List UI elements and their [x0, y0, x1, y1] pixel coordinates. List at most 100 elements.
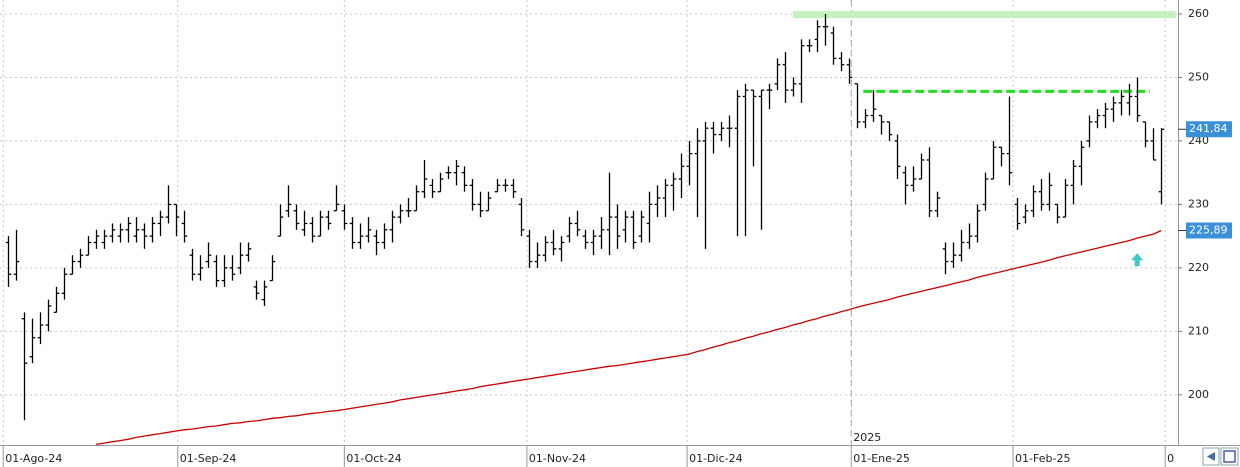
ohlc-bar [966, 223, 973, 249]
ohlc-bar [293, 204, 300, 230]
ohlc-bar [269, 255, 276, 282]
ohlc-bar [1094, 109, 1101, 129]
ohlc-bar [1126, 83, 1133, 116]
ohlc-bar [93, 229, 100, 249]
ohlc-bar [237, 242, 244, 275]
ohlc-bar [950, 242, 957, 268]
x-tick-label: 01-Ene-25 [853, 452, 910, 465]
ohlc-bar [245, 242, 252, 262]
ohlc-bar [1046, 172, 1053, 211]
ohlc-bar [173, 203, 180, 237]
ohlc-bar [982, 172, 989, 211]
ohlc-bar [45, 299, 52, 332]
save-icon [1223, 450, 1236, 463]
y-tick-label: 220 [1188, 261, 1209, 274]
ohlc-bar [61, 267, 68, 300]
price-label-box [1186, 222, 1232, 239]
ohlc-bar [750, 89, 757, 167]
ohlc-bar [958, 229, 965, 262]
ohlc-bar [942, 242, 949, 275]
ohlc-bar [53, 286, 60, 313]
ohlc-bar [165, 185, 172, 224]
ohlc-bar [1158, 128, 1165, 205]
ohlc-bar [1102, 102, 1109, 129]
ohlc-bar [461, 166, 468, 192]
ohlc-bar [598, 217, 605, 249]
ohlc-bar [349, 217, 356, 249]
ohlc-bar [790, 77, 797, 97]
ohlc-bar [662, 179, 669, 218]
price-label: 225,89 [1189, 223, 1228, 236]
ohlc-bar [1142, 121, 1149, 148]
ohlc-bar [838, 52, 845, 72]
ohlc-bar [5, 236, 12, 287]
ohlc-bar [469, 179, 476, 211]
ohlc-bar [149, 217, 156, 243]
ohlc-bar [181, 210, 188, 243]
x-tick-label: 01-Dic-24 [689, 452, 743, 465]
x-tick-label: 01-Ago-24 [5, 452, 62, 465]
scroll-left-icon [1207, 452, 1215, 461]
ohlc-bar [189, 248, 196, 281]
ohlc-bar [69, 255, 76, 275]
ohlc-bar [309, 217, 316, 243]
ohlc-bar [710, 121, 717, 154]
x-tick-label: 01-Nov-24 [529, 452, 586, 465]
y-tick-label: 260 [1188, 7, 1209, 20]
price-label: 241,84 [1189, 122, 1228, 135]
ohlc-bar [341, 204, 348, 230]
ohlc-bar [830, 26, 837, 65]
ohlc-bar [13, 229, 20, 281]
ohlc-bar [325, 210, 332, 230]
ohlc-bar [229, 255, 236, 281]
ohlc-bar [686, 140, 693, 186]
ohlc-bar [894, 134, 901, 180]
ohlc-bar [1118, 90, 1125, 116]
save-button[interactable] [1220, 447, 1239, 466]
ohlc-bar [566, 217, 573, 243]
ohlc-bar [654, 185, 661, 218]
ohlc-bar [670, 172, 677, 211]
scroll-buttons[interactable] [1202, 447, 1239, 466]
ohlc-bar [878, 114, 885, 135]
ohlc-bar [125, 217, 132, 243]
ohlc-bar [1078, 140, 1085, 186]
moving-average [95, 229, 1162, 446]
ohlc-bar [213, 255, 220, 287]
ohlc-bar [854, 83, 861, 129]
ohlc-bar [197, 255, 204, 281]
ohlc-bar [526, 229, 533, 268]
ohlc-bar [638, 210, 645, 243]
ohlc-bar [510, 179, 517, 199]
ohlc-bar [1030, 185, 1037, 218]
ohlc-bar [870, 90, 877, 122]
ohlc-bar [1134, 77, 1141, 122]
ohlc-bar [29, 318, 36, 364]
ohlc-bar [1150, 128, 1157, 161]
ohlc-bar [862, 109, 869, 129]
ohlc-bar [822, 13, 829, 46]
ohlc-bar [574, 210, 581, 237]
ohlc-bar [774, 58, 781, 91]
ohlc-bar [1054, 203, 1061, 224]
ohlc-bar [109, 223, 116, 243]
ohlc-bar [85, 236, 92, 256]
ohlc-bar [261, 280, 268, 306]
ohlc-bar [413, 185, 420, 212]
ohlc-bar [614, 204, 621, 249]
ohlc-bar [974, 204, 981, 243]
ohlc-bar [622, 210, 629, 243]
ohlc-bar [798, 39, 805, 103]
ohlc-bar [1022, 204, 1029, 224]
ohlc-bar [301, 210, 308, 237]
ohlc-bar [21, 312, 28, 421]
ohlc-bar [77, 248, 84, 268]
x-tick-label: 0 [1167, 452, 1174, 465]
y-tick-label: 250 [1188, 70, 1209, 83]
ohlc-bar [381, 223, 388, 249]
ohlc-bar [550, 229, 557, 256]
ohlc-bar [910, 166, 917, 192]
